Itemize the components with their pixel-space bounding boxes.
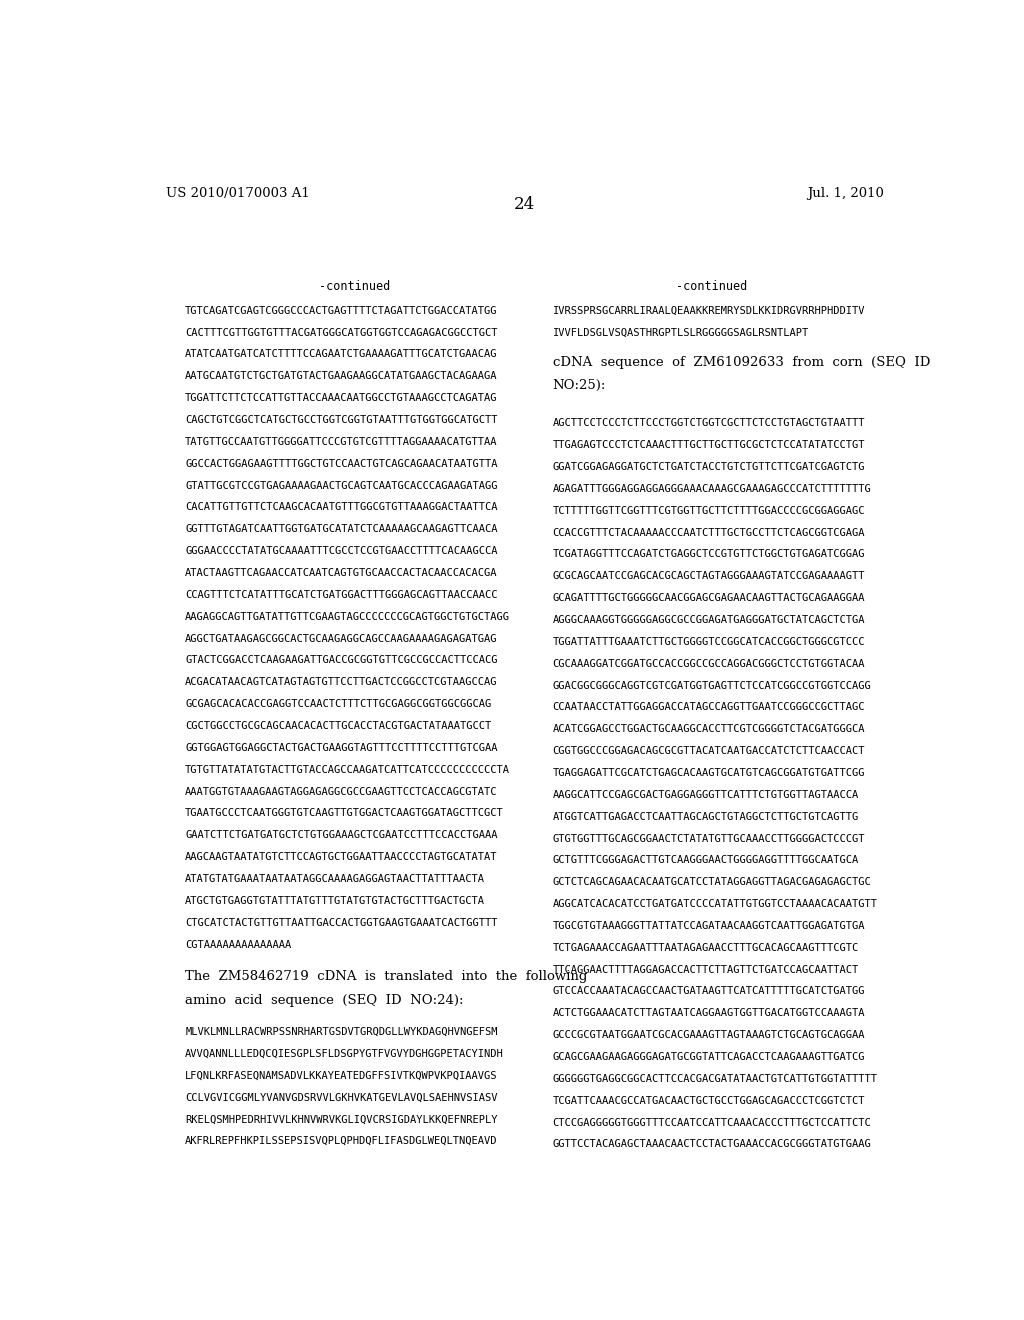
Text: GCCCGCGTAATGGAATCGCACGAAAGTTAGTAAAGTCTGCAGTGCAGGAA: GCCCGCGTAATGGAATCGCACGAAAGTTAGTAAAGTCTGC…: [553, 1030, 865, 1040]
Text: AATGCAATGTCTGCTGATGTACTGAAGAAGGCATATGAAGCTACAGAAGA: AATGCAATGTCTGCTGATGTACTGAAGAAGGCATATGAAG…: [185, 371, 498, 381]
Text: MLVKLMNLLRACWRPSSNRHARTGSDVTGRQDGLLWYKDAGQHVNGEFSM: MLVKLMNLLRACWRPSSNRHARTGSDVTGRQDGLLWYKDA…: [185, 1027, 498, 1038]
Text: TGAATGCCCTCAATGGGTGTCAAGTTGTGGACTCAAGTGGATAGCTTCGCT: TGAATGCCCTCAATGGGTGTCAAGTTGTGGACTCAAGTGG…: [185, 808, 504, 818]
Text: RKELQSMHPEDRHIVVLKHNVWRVKGLIQVCRSIGDAYLKKQEFNREPLY: RKELQSMHPEDRHIVVLKHNVWRVKGLIQVCRSIGDAYLK…: [185, 1114, 498, 1125]
Text: ACTCTGGAAACATCTTAGTAATCAGGAAGTGGTTGACATGGTCCAAAGTA: ACTCTGGAAACATCTTAGTAATCAGGAAGTGGTTGACATG…: [553, 1008, 865, 1018]
Text: GCTGTTTCGGGAGACTTGTCAAGGGAACTGGGGAGGTTTTGGCAATGCA: GCTGTTTCGGGAGACTTGTCAAGGGAACTGGGGAGGTTTT…: [553, 855, 859, 866]
Text: ATATCAATGATCATCTTTTCCAGAATCTGAAAAGATTTGCATCTGAACAG: ATATCAATGATCATCTTTTCCAGAATCTGAAAAGATTTGC…: [185, 350, 498, 359]
Text: AGAGATTTGGGAGGAGGAGGGAAACAAAGCGAAAGAGCCCATCTTTTTTTG: AGAGATTTGGGAGGAGGAGGGAAACAAAGCGAAAGAGCCC…: [553, 484, 871, 494]
Text: IVRSSPRSGCARRLIRAALQEAAKKREMRYSDLKKIDRGVRRHPHDDITV: IVRSSPRSGCARRLIRAALQEAAKKREMRYSDLKKIDRGV…: [553, 306, 865, 315]
Text: GGGAACCCCTATATGCAAAATTTCGCCTCCGTGAACCTTTTCACAAGCCA: GGGAACCCCTATATGCAAAATTTCGCCTCCGTGAACCTTT…: [185, 546, 498, 556]
Text: CCACCGTTTCTACAAAAACCCAATCTTTGCTGCCTTCTCAGCGGTCGAGA: CCACCGTTTCTACAAAAACCCAATCTTTGCTGCCTTCTCA…: [553, 528, 865, 537]
Text: CTGCATCTACTGTTGTTAATTGACCACTGGTGAAGTGAAATCACTGGTTT: CTGCATCTACTGTTGTTAATTGACCACTGGTGAAGTGAAA…: [185, 917, 498, 928]
Text: NO:25):: NO:25):: [553, 379, 606, 392]
Text: GGATCGGAGAGGATGCTCTGATCTACCTGTCTGTTCTTCGATCGAGTCTG: GGATCGGAGAGGATGCTCTGATCTACCTGTCTGTTCTTCG…: [553, 462, 865, 473]
Text: GAATCTTCTGATGATGCTCTGTGGAAAGCTCGAATCCTTTCCACCTGAAA: GAATCTTCTGATGATGCTCTGTGGAAAGCTCGAATCCTTT…: [185, 830, 498, 841]
Text: GCAGATTTTGCTGGGGGCAACGGAGCGAGAACAAGTTACTGCAGAAGGAA: GCAGATTTTGCTGGGGGCAACGGAGCGAGAACAAGTTACT…: [553, 593, 865, 603]
Text: CGCTGGCCTGCGCAGCAACACACTTGCACCTACGTGACTATAAATGCCT: CGCTGGCCTGCGCAGCAACACACTTGCACCTACGTGACTA…: [185, 721, 492, 731]
Text: GGCCACTGGAGAAGTTTTGGCTGTCCAACTGTCAGCAGAACATAATGTTA: GGCCACTGGAGAAGTTTTGGCTGTCCAACTGTCAGCAGAA…: [185, 459, 498, 469]
Text: ACGACATAACAGTCATAGTAGTGTTCCTTGACTCCGGCCTCGTAAGCCAG: ACGACATAACAGTCATAGTAGTGTTCCTTGACTCCGGCCT…: [185, 677, 498, 688]
Text: GTATTGCGTCCGTGAGAAAAGAACTGCAGTCAATGCACCCAGAAGATAGG: GTATTGCGTCCGTGAGAAAAGAACTGCAGTCAATGCACCC…: [185, 480, 498, 491]
Text: AGGCATCACACATCCTGATGATCCCCATATTGTGGTCCTAAAACACAATGTT: AGGCATCACACATCCTGATGATCCCCATATTGTGGTCCTA…: [553, 899, 878, 909]
Text: GCGAGCACACACCGAGGTCCAACTCTTTCTTGCGAGGCGGTGGCGGCAG: GCGAGCACACACCGAGGTCCAACTCTTTCTTGCGAGGCGG…: [185, 700, 492, 709]
Text: CACATTGTTGTTCTCAAGCACAATGTTTGGCGTGTTAAAGGACTAATTCA: CACATTGTTGTTCTCAAGCACAATGTTTGGCGTGTTAAAG…: [185, 503, 498, 512]
Text: AVVQANNLLLEDQCQIESGPLSFLDSGPYGTFVGVYDGHGGPETACYINDH: AVVQANNLLLEDQCQIESGPLSFLDSGPYGTFVGVYDGHG…: [185, 1049, 504, 1059]
Text: GTACTCGGACCTCAAGAAGATTGACCGCGGTGTTCGCCGCCACTTCCACG: GTACTCGGACCTCAAGAAGATTGACCGCGGTGTTCGCCGC…: [185, 656, 498, 665]
Text: ATACTAAGTTCAGAACCATCAATCAGTGTGCAACCACTACAACCACACGA: ATACTAAGTTCAGAACCATCAATCAGTGTGCAACCACTAC…: [185, 568, 498, 578]
Text: CACTTTCGTTGGTGTTTACGATGGGCATGGTGGTCCAGAGACGGCCTGCT: CACTTTCGTTGGTGTTTACGATGGGCATGGTGGTCCAGAG…: [185, 327, 498, 338]
Text: The  ZM58462719  cDNA  is  translated  into  the  following: The ZM58462719 cDNA is translated into t…: [185, 970, 588, 983]
Text: GGTTCCTACAGAGCTAAACAACTCCTACTGAAACCACGCGGGTATGTGAAG: GGTTCCTACAGAGCTAAACAACTCCTACTGAAACCACGCG…: [553, 1139, 871, 1150]
Text: GGACGGCGGGCAGGTCGTCGATGGTGAGTTCTCCATCGGCCGTGGTCCAGG: GGACGGCGGGCAGGTCGTCGATGGTGAGTTCTCCATCGGC…: [553, 681, 871, 690]
Text: TGGCGTGTAAAGGGTTATTATCCAGATAACAAGGTCAATTGGAGATGTGA: TGGCGTGTAAAGGGTTATTATCCAGATAACAAGGTCAATT…: [553, 921, 865, 931]
Text: GCTCTCAGCAGAACACAATGCATCCTATAGGAGGTTAGACGAGAGAGCTGC: GCTCTCAGCAGAACACAATGCATCCTATAGGAGGTTAGAC…: [553, 878, 871, 887]
Text: US 2010/0170003 A1: US 2010/0170003 A1: [166, 187, 310, 199]
Text: AAGCAAGTAATATGTCTTCCAGTGCTGGAATTAACCCCTAGTGCATATAT: AAGCAAGTAATATGTCTTCCAGTGCTGGAATTAACCCCTA…: [185, 853, 498, 862]
Text: IVVFLDSGLVSQASTHRGPTLSLRGGGGGSAGLRSNTLAPT: IVVFLDSGLVSQASTHRGPTLSLRGGGGGSAGLRSNTLAP…: [553, 327, 809, 338]
Text: GGTGGAGTGGAGGCTACTGACTGAAGGTAGTTTCCTTTTCCTTTGTCGAA: GGTGGAGTGGAGGCTACTGACTGAAGGTAGTTTCCTTTTC…: [185, 743, 498, 752]
Text: CGCAAAGGATCGGATGCCACCGGCCGCCAGGACGGGCTCCTGTGGTACAA: CGCAAAGGATCGGATGCCACCGGCCGCCAGGACGGGCTCC…: [553, 659, 865, 669]
Text: ACATCGGAGCCTGGACTGCAAGGCACCTTCGTCGGGGTCTACGATGGGCA: ACATCGGAGCCTGGACTGCAAGGCACCTTCGTCGGGGTCT…: [553, 725, 865, 734]
Text: GTGTGGTTTGCAGCGGAACTCTATATGTTGCAAACCTTGGGGACTCCCGT: GTGTGGTTTGCAGCGGAACTCTATATGTTGCAAACCTTGG…: [553, 833, 865, 843]
Text: TATGTTGCCAATGTTGGGGATTCCCGTGTCGTTTTAGGAAAACATGTTAA: TATGTTGCCAATGTTGGGGATTCCCGTGTCGTTTTAGGAA…: [185, 437, 498, 447]
Text: TGAGGAGATTCGCATCTGAGCACAAGTGCATGTCAGCGGATGTGATTCGG: TGAGGAGATTCGCATCTGAGCACAAGTGCATGTCAGCGGA…: [553, 768, 865, 777]
Text: CCAATAACCTATTGGAGGACCATAGCCAGGTTGAATCCGGGCCGCTTAGC: CCAATAACCTATTGGAGGACCATAGCCAGGTTGAATCCGG…: [553, 702, 865, 713]
Text: CGTAAAAAAAAAAAAAA: CGTAAAAAAAAAAAAAA: [185, 940, 292, 949]
Text: -continued: -continued: [676, 280, 746, 293]
Text: AGGGCAAAGGTGGGGGAGGCGCCGGAGATGAGGGATGCTATCAGCTCTGA: AGGGCAAAGGTGGGGGAGGCGCCGGAGATGAGGGATGCTA…: [553, 615, 865, 624]
Text: TCTTTTTGGTTCGGTTTCGTGGTTGCTTCTTTTGGACCCCGCGGAGGAGC: TCTTTTTGGTTCGGTTTCGTGGTTGCTTCTTTTGGACCCC…: [553, 506, 865, 516]
Text: cDNA  sequence  of  ZM61092633  from  corn  (SEQ  ID: cDNA sequence of ZM61092633 from corn (S…: [553, 356, 930, 370]
Text: AGCTTCCTCCCTCTTCCCTGGTCTGGTCGCTTCTCCTGTAGCTGTAATTT: AGCTTCCTCCCTCTTCCCTGGTCTGGTCGCTTCTCCTGTA…: [553, 418, 865, 428]
Text: 24: 24: [514, 195, 536, 213]
Text: GGGGGGTGAGGCGGCACTTCCACGACGATATAACTGTCATTGTGGTATTTTT: GGGGGGTGAGGCGGCACTTCCACGACGATATAACTGTCAT…: [553, 1074, 878, 1084]
Text: TCGATTCAAACGCCATGACAACTGCTGCCTGGAGCAGACCCTCGGTCTCT: TCGATTCAAACGCCATGACAACTGCTGCCTGGAGCAGACC…: [553, 1096, 865, 1106]
Text: AKFRLREPFHKPILSSEPSISVQPLQPHDQFLIFASDGLWEQLTNQEAVD: AKFRLREPFHKPILSSEPSISVQPLQPHDQFLIFASDGLW…: [185, 1137, 498, 1146]
Text: amino  acid  sequence  (SEQ  ID  NO:24):: amino acid sequence (SEQ ID NO:24):: [185, 994, 464, 1007]
Text: AAGAGGCAGTTGATATTGTTCGAAGTAGCCCCCCCGCAGTGGCTGTGCTAGG: AAGAGGCAGTTGATATTGTTCGAAGTAGCCCCCCCGCAGT…: [185, 611, 510, 622]
Text: CCLVGVICGGMLYVANVGDSRVVLGKHVKATGEVLAVQLSAEHNVSIASV: CCLVGVICGGMLYVANVGDSRVVLGKHVKATGEVLAVQLS…: [185, 1093, 498, 1102]
Text: -continued: -continued: [318, 280, 390, 293]
Text: ATGGTCATTGAGACCTCAATTAGCAGCTGTAGGCTCTTGCTGTCAGTTG: ATGGTCATTGAGACCTCAATTAGCAGCTGTAGGCTCTTGC…: [553, 812, 859, 821]
Text: GCAGCGAAGAAGAGGGAGATGCGGTATTCAGACCTCAAGAAAGTTGATCG: GCAGCGAAGAAGAGGGAGATGCGGTATTCAGACCTCAAGA…: [553, 1052, 865, 1063]
Text: ATGCTGTGAGGTGTATTTATGTTTGTATGTGTACTGCTTTGACTGCTA: ATGCTGTGAGGTGTATTTATGTTTGTATGTGTACTGCTTT…: [185, 896, 485, 906]
Text: GCGCAGCAATCCGAGCACGCAGCTAGTAGGGAAAGTATCCGAGAAAAGTT: GCGCAGCAATCCGAGCACGCAGCTAGTAGGGAAAGTATCC…: [553, 572, 865, 581]
Text: TCGATAGGTTTCCAGATCTGAGGCTCCGTGTTCTGGCTGTGAGATCGGAG: TCGATAGGTTTCCAGATCTGAGGCTCCGTGTTCTGGCTGT…: [553, 549, 865, 560]
Text: TGTGTTATATATGTACTTGTACCAGCCAAGATCATTCATCCCCCCCCCCCTA: TGTGTTATATATGTACTTGTACCAGCCAAGATCATTCATC…: [185, 764, 510, 775]
Text: TGGATTCTTCTCCATTGTTACCAAACAATGGCCTGTAAAGCCTCAGATAG: TGGATTCTTCTCCATTGTTACCAAACAATGGCCTGTAAAG…: [185, 393, 498, 403]
Text: AAGGCATTCCGAGCGACTGAGGAGGGTTCATTTCTGTGGTTAGTAACCA: AAGGCATTCCGAGCGACTGAGGAGGGTTCATTTCTGTGGT…: [553, 789, 859, 800]
Text: AAATGGTGTAAAGAAGTAGGAGAGGCGCCGAAGTTCCTCACCAGCGTATC: AAATGGTGTAAAGAAGTAGGAGAGGCGCCGAAGTTCCTCA…: [185, 787, 498, 796]
Text: TTGAGAGTCCCTCTCAAACTTTGCTTGCTTGCGCTCTCCATATATCCTGT: TTGAGAGTCCCTCTCAAACTTTGCTTGCTTGCGCTCTCCA…: [553, 440, 865, 450]
Text: CCAGTTTCTCATATTTGCATCTGATGGACTTTGGGAGCAGTTAACCAACC: CCAGTTTCTCATATTTGCATCTGATGGACTTTGGGAGCAG…: [185, 590, 498, 599]
Text: CAGCTGTCGGCTCATGCTGCCTGGTCGGTGTAATTTGTGGTGGCATGCTT: CAGCTGTCGGCTCATGCTGCCTGGTCGGTGTAATTTGTGG…: [185, 414, 498, 425]
Text: LFQNLKRFASEQNAMSADVLKKAYEATEDGFFSIVTKQWPVKPQIAAVGS: LFQNLKRFASEQNAMSADVLKKAYEATEDGFFSIVTKQWP…: [185, 1071, 498, 1081]
Text: GGTTTGTAGATCAATTGGTGATGCATATCTCAAAAAGCAAGAGTTCAACA: GGTTTGTAGATCAATTGGTGATGCATATCTCAAAAAGCAA…: [185, 524, 498, 535]
Text: Jul. 1, 2010: Jul. 1, 2010: [807, 187, 884, 199]
Text: TTCAGGAACTTTTAGGAGACCACTTCTTAGTTCTGATCCAGCAATTACT: TTCAGGAACTTTTAGGAGACCACTTCTTAGTTCTGATCCA…: [553, 965, 859, 974]
Text: TGTCAGATCGAGTCGGGCCCACTGAGTTTTCTAGATTCTGGACCATATGG: TGTCAGATCGAGTCGGGCCCACTGAGTTTTCTAGATTCTG…: [185, 306, 498, 315]
Text: CGGTGGCCCGGAGACAGCGCGTTACATCAATGACCATCTCTTCAACCACT: CGGTGGCCCGGAGACAGCGCGTTACATCAATGACCATCTC…: [553, 746, 865, 756]
Text: TCTGAGAAACCAGAATTTAATAGAGAACCTTTGCACAGCAAGTTTCGTC: TCTGAGAAACCAGAATTTAATAGAGAACCTTTGCACAGCA…: [553, 942, 859, 953]
Text: TGGATTATTTGAAATCTTGCTGGGGTCCGGCATCACCGGCTGGGCGTCCC: TGGATTATTTGAAATCTTGCTGGGGTCCGGCATCACCGGC…: [553, 636, 865, 647]
Text: ATATGTATGAAATAATAATAGGCAAAAGAGGAGTAACTTATTTAACTA: ATATGTATGAAATAATAATAGGCAAAAGAGGAGTAACTTA…: [185, 874, 485, 884]
Text: CTCCGAGGGGGTGGGTTTCCAATCCATTCAAACACCCTTTGCTCCATTCTC: CTCCGAGGGGGTGGGTTTCCAATCCATTCAAACACCCTTT…: [553, 1118, 871, 1127]
Text: GTCCACCAAATACAGCCAACTGATAAGTTCATCATTTTTGCATCTGATGG: GTCCACCAAATACAGCCAACTGATAAGTTCATCATTTTTG…: [553, 986, 865, 997]
Text: AGGCTGATAAGAGCGGCACTGCAAGAGGCAGCCAAGAAAAGAGAGATGAG: AGGCTGATAAGAGCGGCACTGCAAGAGGCAGCCAAGAAAA…: [185, 634, 498, 644]
